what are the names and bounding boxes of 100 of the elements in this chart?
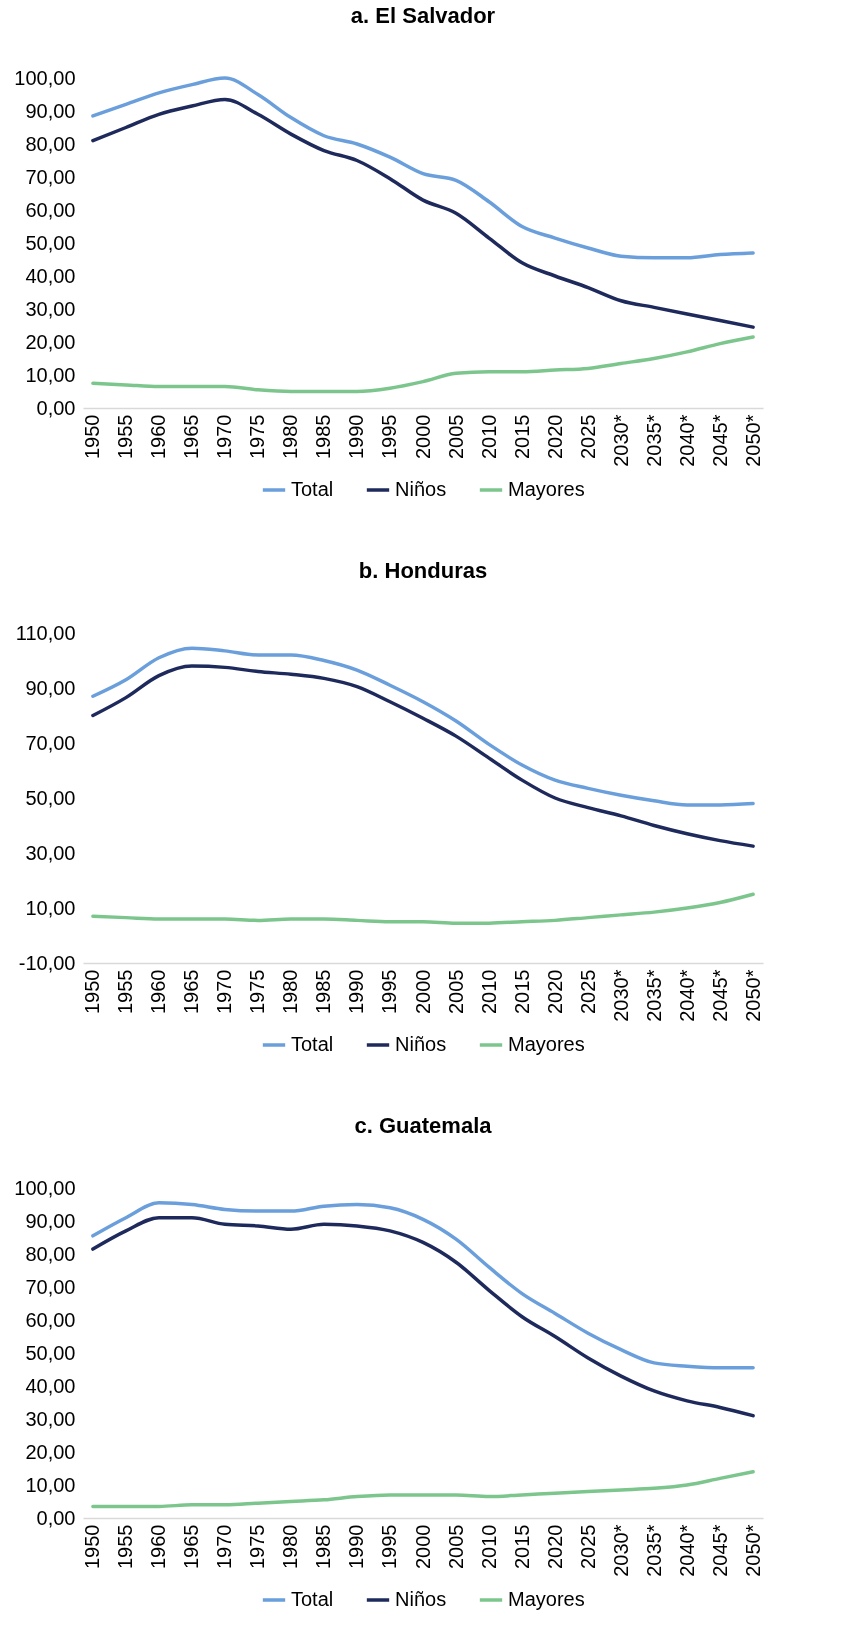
- line-series: [91, 646, 755, 807]
- x-tick-label: 2045*: [708, 414, 731, 467]
- y-tick-label: 0,00: [36, 1506, 76, 1529]
- x-tick-label: 2000: [411, 414, 434, 459]
- y-tick-label: 70,00: [25, 1275, 76, 1298]
- x-tick-label: 2020: [543, 969, 566, 1014]
- legend-label: Niños: [395, 1033, 447, 1055]
- x-tick-label: 1955: [114, 969, 137, 1014]
- line-series: [91, 97, 755, 329]
- y-tick-label: -10,00: [18, 951, 76, 974]
- y-tick-label: 30,00: [25, 1407, 76, 1430]
- line-series: [91, 1215, 755, 1418]
- x-tick-label: 2035*: [642, 414, 665, 467]
- x-tick-label: 2015: [510, 969, 533, 1014]
- x-tick-label: 2000: [411, 1524, 434, 1569]
- y-tick-label: 50,00: [25, 231, 76, 254]
- x-tick-label: 2030*: [609, 969, 632, 1022]
- x-tick-label: 2035*: [642, 969, 665, 1022]
- x-tick-label: 1965: [180, 969, 203, 1014]
- x-tick-label: 2015: [510, 1524, 533, 1569]
- x-tick-label: 2020: [543, 414, 566, 459]
- y-tick-label: 50,00: [25, 1341, 76, 1364]
- x-tick-label: 1965: [180, 414, 203, 459]
- y-tick-label: 0,00: [36, 396, 76, 419]
- y-tick-label: 90,00: [25, 1209, 76, 1232]
- y-tick-label: 80,00: [25, 132, 76, 155]
- x-tick-label: 2025: [576, 969, 599, 1014]
- line-series: [91, 76, 755, 260]
- x-tick-label: 2040*: [675, 969, 698, 1022]
- x-tick-label: 1975: [246, 1524, 269, 1569]
- line-series: [91, 1470, 755, 1509]
- y-tick-label: 60,00: [25, 1308, 76, 1331]
- x-tick-label: 2050*: [741, 1524, 764, 1577]
- y-tick-label: 40,00: [25, 1374, 76, 1397]
- y-tick-label: 90,00: [25, 99, 76, 122]
- y-tick-label: 70,00: [25, 165, 76, 188]
- x-tick-label: 1975: [246, 969, 269, 1014]
- x-tick-label: 2010: [477, 969, 500, 1014]
- line-series: [91, 335, 755, 394]
- x-tick-label: 1960: [147, 969, 170, 1014]
- x-tick-label: 2050*: [741, 969, 764, 1022]
- x-tick-label: 1980: [279, 1524, 302, 1569]
- y-tick-label: 110,00: [15, 621, 76, 644]
- x-tick-label: 2045*: [708, 969, 731, 1022]
- legend-label: Mayores: [508, 1033, 585, 1055]
- y-tick-label: 80,00: [25, 1242, 76, 1265]
- legend-label: Mayores: [508, 1588, 585, 1610]
- legend-label: Niños: [395, 1588, 447, 1610]
- x-tick-label: 2030*: [609, 1524, 632, 1577]
- legend-label: Total: [291, 1588, 334, 1610]
- chart-title: c. Guatemala: [354, 1113, 493, 1138]
- legend-label: Total: [291, 1033, 334, 1055]
- x-tick-label: 1985: [312, 969, 335, 1014]
- x-tick-label: 1970: [213, 969, 236, 1014]
- x-tick-label: 1995: [378, 414, 401, 459]
- x-tick-label: 2035*: [642, 1524, 665, 1577]
- y-tick-label: 20,00: [25, 1440, 76, 1463]
- x-tick-label: 1985: [312, 414, 335, 459]
- x-tick-label: 2040*: [675, 1524, 698, 1577]
- chart-title: a. El Salvador: [350, 3, 496, 28]
- line-series: [91, 664, 755, 848]
- chart-title: b. Honduras: [358, 558, 488, 583]
- x-tick-label: 2040*: [675, 414, 698, 467]
- x-tick-label: 2005: [444, 1524, 467, 1569]
- x-tick-label: 1990: [345, 1524, 368, 1569]
- x-tick-label: 1995: [378, 1524, 401, 1569]
- y-tick-label: 10,00: [25, 1473, 76, 1496]
- y-tick-label: 60,00: [25, 198, 76, 221]
- x-tick-label: 2000: [411, 969, 434, 1014]
- line-series: [91, 1201, 755, 1370]
- x-tick-label: 1955: [114, 1524, 137, 1569]
- y-tick-label: 10,00: [25, 363, 76, 386]
- x-tick-label: 1990: [345, 414, 368, 459]
- x-tick-label: 1990: [345, 969, 368, 1014]
- x-tick-label: 1970: [213, 1524, 236, 1569]
- y-tick-label: 40,00: [25, 264, 76, 287]
- y-tick-label: 30,00: [25, 297, 76, 320]
- x-tick-label: 1980: [279, 414, 302, 459]
- x-tick-label: 2030*: [609, 414, 632, 467]
- x-tick-label: 1980: [279, 969, 302, 1014]
- y-tick-label: 20,00: [25, 330, 76, 353]
- line-series: [91, 892, 755, 925]
- x-tick-label: 2045*: [708, 1524, 731, 1577]
- x-tick-label: 2010: [477, 1524, 500, 1569]
- x-tick-label: 1995: [378, 969, 401, 1014]
- x-tick-label: 1955: [114, 414, 137, 459]
- x-tick-label: 1950: [81, 1524, 104, 1569]
- x-tick-label: 2025: [576, 414, 599, 459]
- x-tick-label: 2020: [543, 1524, 566, 1569]
- x-tick-label: 1975: [246, 414, 269, 459]
- x-tick-label: 1950: [81, 969, 104, 1014]
- legend-label: Total: [291, 478, 334, 500]
- x-tick-label: 1950: [81, 414, 104, 459]
- y-tick-label: 100,00: [14, 66, 76, 89]
- x-tick-label: 2025: [576, 1524, 599, 1569]
- y-tick-label: 50,00: [25, 786, 76, 809]
- x-tick-label: 2015: [510, 414, 533, 459]
- x-tick-label: 1960: [147, 1524, 170, 1569]
- y-tick-label: 70,00: [25, 731, 76, 754]
- y-tick-label: 100,00: [14, 1176, 76, 1199]
